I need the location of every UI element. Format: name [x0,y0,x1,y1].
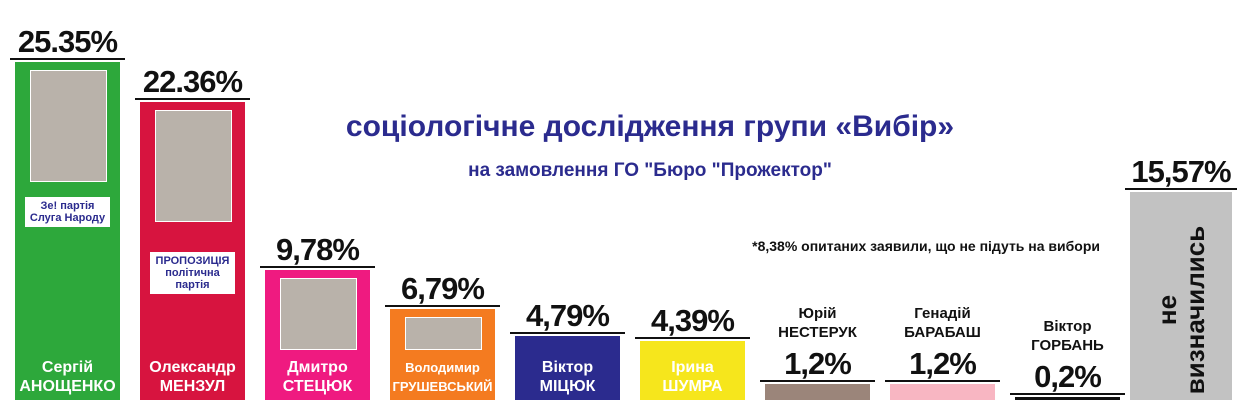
bar [890,384,995,400]
photo [405,317,482,350]
value-label: 1,2% [885,348,1000,382]
value-label: 4,39% [635,305,750,340]
annotation: *8,38% опитаних заявили, що не підуть на… [752,238,1100,254]
category-label: Віктор ГОРБАНЬ [1031,318,1104,355]
bar [640,341,745,400]
party-logo: Зе! партія Слуга Народу [25,197,110,227]
value-label: 1,2% [760,348,875,382]
bar [1130,192,1232,400]
value-label: 15,57% [1125,156,1237,191]
value-label: 6,79% [385,273,500,308]
value-label: 0,2% [1010,361,1125,396]
value-label: 25.35% [10,26,125,60]
category-label: Дмитро СТЕЦЮК [282,359,353,395]
bar [515,336,620,400]
value-label: 4,79% [510,300,625,335]
bar [1015,397,1120,400]
category-label: Генадій БАРАБАШ [904,305,981,341]
value-label: 9,78% [260,233,375,268]
bar [765,384,870,400]
category-label: Сергій АНОЩЕНКО [19,359,116,395]
chart-title: соціологічне дослідження групи «Вибір» [345,110,955,143]
photo [30,70,107,182]
category-label: не визначились [1152,225,1210,395]
value-label: 22.36% [135,65,250,100]
photo [155,109,232,222]
category-label: Володимир ГРУШЕВСЬКИЙ [392,360,493,394]
party-logo: ПРОПОЗИЦІЯ політична партія [150,251,235,294]
category-label: Олександр МЕНЗУЛ [149,359,236,395]
photo [280,277,357,350]
category-label: Віктор МІЦЮК [539,359,596,395]
chart-subtitle: на замовлення ГО "Бюро "Прожектор" [468,160,832,181]
category-label: Ірина ШУМРА [662,359,723,395]
category-label: Юрій НЕСТЕРУК [778,305,857,341]
